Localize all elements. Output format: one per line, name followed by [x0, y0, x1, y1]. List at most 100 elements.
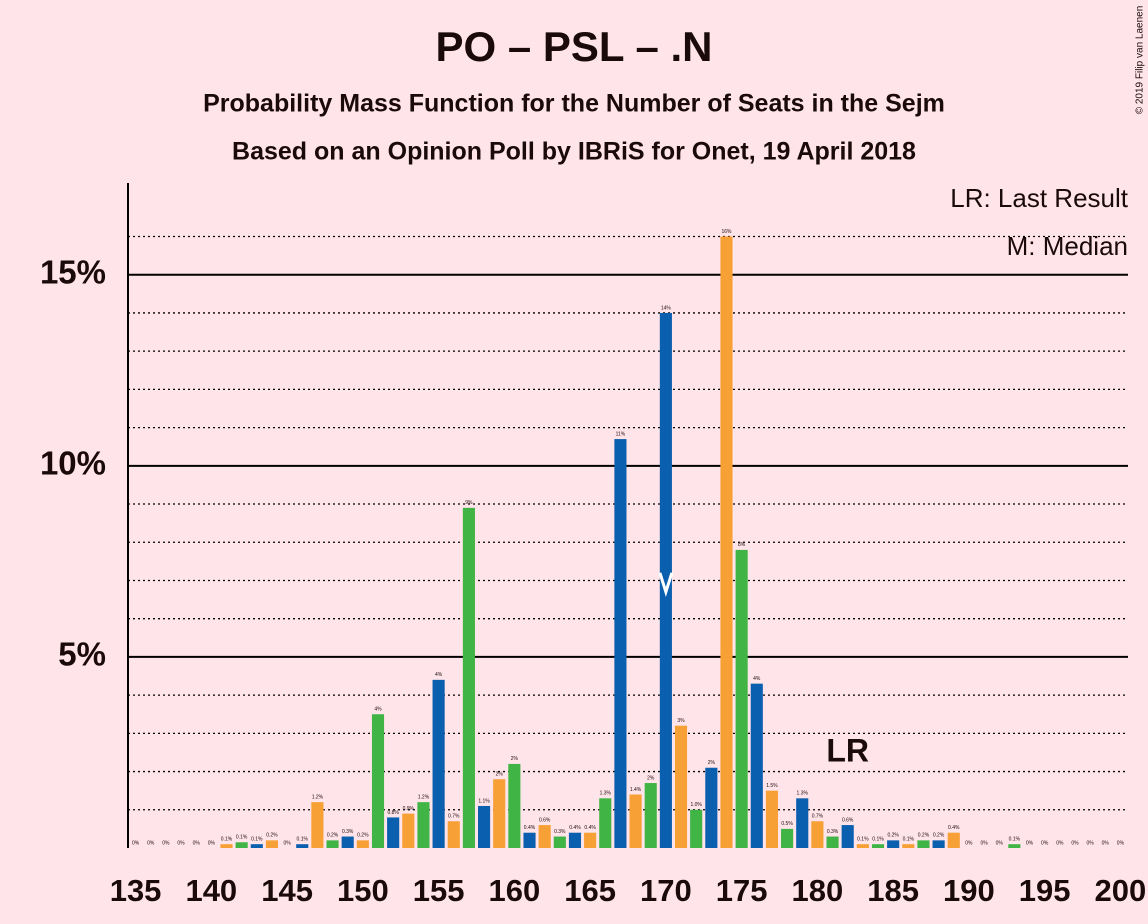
- value-label: 0%: [177, 840, 185, 846]
- x-tick-label: 200: [1095, 873, 1147, 908]
- value-label: 1.3%: [797, 791, 809, 797]
- bar: [265, 840, 278, 848]
- x-tick-label: 180: [792, 873, 844, 908]
- legend-entry: M: Median: [1007, 231, 1128, 261]
- bar: [235, 842, 248, 848]
- bar: [432, 679, 445, 848]
- value-label: 0%: [162, 840, 170, 846]
- x-tick-label: 145: [261, 873, 313, 908]
- bar: [356, 840, 369, 848]
- value-label: 0.2%: [887, 833, 899, 839]
- bar: [584, 832, 597, 848]
- x-tick-label: 185: [867, 873, 919, 908]
- value-label: 0.1%: [236, 835, 248, 841]
- value-label: 0.4%: [524, 825, 536, 831]
- y-tick-label: 10%: [40, 445, 106, 482]
- value-label: 11%: [616, 431, 626, 437]
- bar: [462, 507, 475, 848]
- value-label: 0%: [283, 840, 291, 846]
- x-tick-label: 135: [110, 873, 162, 908]
- value-label: 1.3%: [600, 791, 612, 797]
- bar: [841, 825, 854, 848]
- value-label: 0%: [1087, 840, 1095, 846]
- bar: [402, 813, 415, 848]
- value-label: 2%: [496, 772, 504, 778]
- value-label: 1.1%: [478, 798, 490, 804]
- value-label: 0.4%: [948, 825, 960, 831]
- value-label: 0%: [208, 840, 216, 846]
- bar: [447, 821, 460, 848]
- value-label: 1.2%: [418, 794, 430, 800]
- value-label: 0%: [1117, 840, 1125, 846]
- bar: [917, 840, 930, 848]
- bar: [341, 836, 354, 848]
- value-label: 0%: [132, 840, 140, 846]
- value-label: 0.2%: [266, 833, 278, 839]
- bar: [387, 817, 400, 848]
- bar: [887, 840, 900, 848]
- value-label: 1.0%: [690, 802, 702, 808]
- bar: [553, 836, 566, 848]
- value-label: 0.1%: [903, 837, 915, 843]
- value-label: 0%: [1056, 840, 1064, 846]
- value-label: 0%: [996, 840, 1004, 846]
- value-label: 1.2%: [312, 794, 324, 800]
- value-label: 0.7%: [812, 814, 824, 820]
- value-label: 1.5%: [766, 783, 778, 789]
- bar: [735, 549, 748, 848]
- value-label: 0%: [1026, 840, 1034, 846]
- bar: [720, 236, 733, 849]
- value-label: 0%: [147, 840, 155, 846]
- x-tick-label: 160: [488, 873, 540, 908]
- value-label: 0.2%: [933, 833, 945, 839]
- bar: [750, 683, 763, 848]
- value-label: 0%: [965, 840, 973, 846]
- value-label: 0.4%: [584, 825, 596, 831]
- value-label: 1.4%: [630, 787, 642, 793]
- value-label: 0%: [193, 840, 201, 846]
- bar: [478, 805, 491, 848]
- bar: [826, 836, 839, 848]
- bar: [250, 844, 263, 848]
- chart-title: PO – PSL – .N: [436, 23, 713, 70]
- bar: [871, 844, 885, 848]
- value-label: 0.3%: [342, 829, 354, 835]
- value-label: 8%: [738, 542, 746, 548]
- value-label: 0%: [980, 840, 988, 846]
- value-label: 2%: [511, 756, 519, 762]
- bar: [568, 832, 582, 848]
- value-label: 0.1%: [857, 837, 869, 843]
- value-label: 0%: [1102, 840, 1110, 846]
- value-label: 0.8%: [387, 810, 399, 816]
- value-label: 0.4%: [569, 825, 581, 831]
- bar: [659, 312, 672, 849]
- bar: [781, 828, 794, 848]
- bar: [811, 821, 824, 848]
- bar: [1008, 844, 1021, 848]
- value-label: 0.3%: [554, 829, 566, 835]
- bar: [705, 767, 718, 848]
- legend-entry: LR: Last Result: [950, 183, 1129, 213]
- x-tick-label: 150: [337, 873, 389, 908]
- bar: [220, 844, 233, 848]
- y-tick-label: 15%: [40, 253, 106, 290]
- median-marker: [658, 572, 674, 597]
- bar: [856, 844, 869, 848]
- value-label: 0.1%: [251, 837, 263, 843]
- x-tick-label: 195: [1019, 873, 1071, 908]
- bar: [371, 714, 385, 848]
- bar: [523, 832, 536, 848]
- annotation: LR: [826, 732, 869, 768]
- x-tick-label: 155: [413, 873, 465, 908]
- value-label: 0%: [1041, 840, 1049, 846]
- bar: [629, 794, 642, 848]
- copyright: © 2019 Filip van Laenen: [1135, 6, 1146, 115]
- bar: [326, 840, 339, 848]
- x-tick-label: 190: [943, 873, 995, 908]
- bar: [765, 790, 778, 848]
- chart-subtitle: Based on an Opinion Poll by IBRiS for On…: [232, 138, 916, 166]
- x-tick-label: 175: [716, 873, 768, 908]
- bar: [417, 802, 430, 848]
- chart-subtitle: Probability Mass Function for the Number…: [203, 90, 945, 118]
